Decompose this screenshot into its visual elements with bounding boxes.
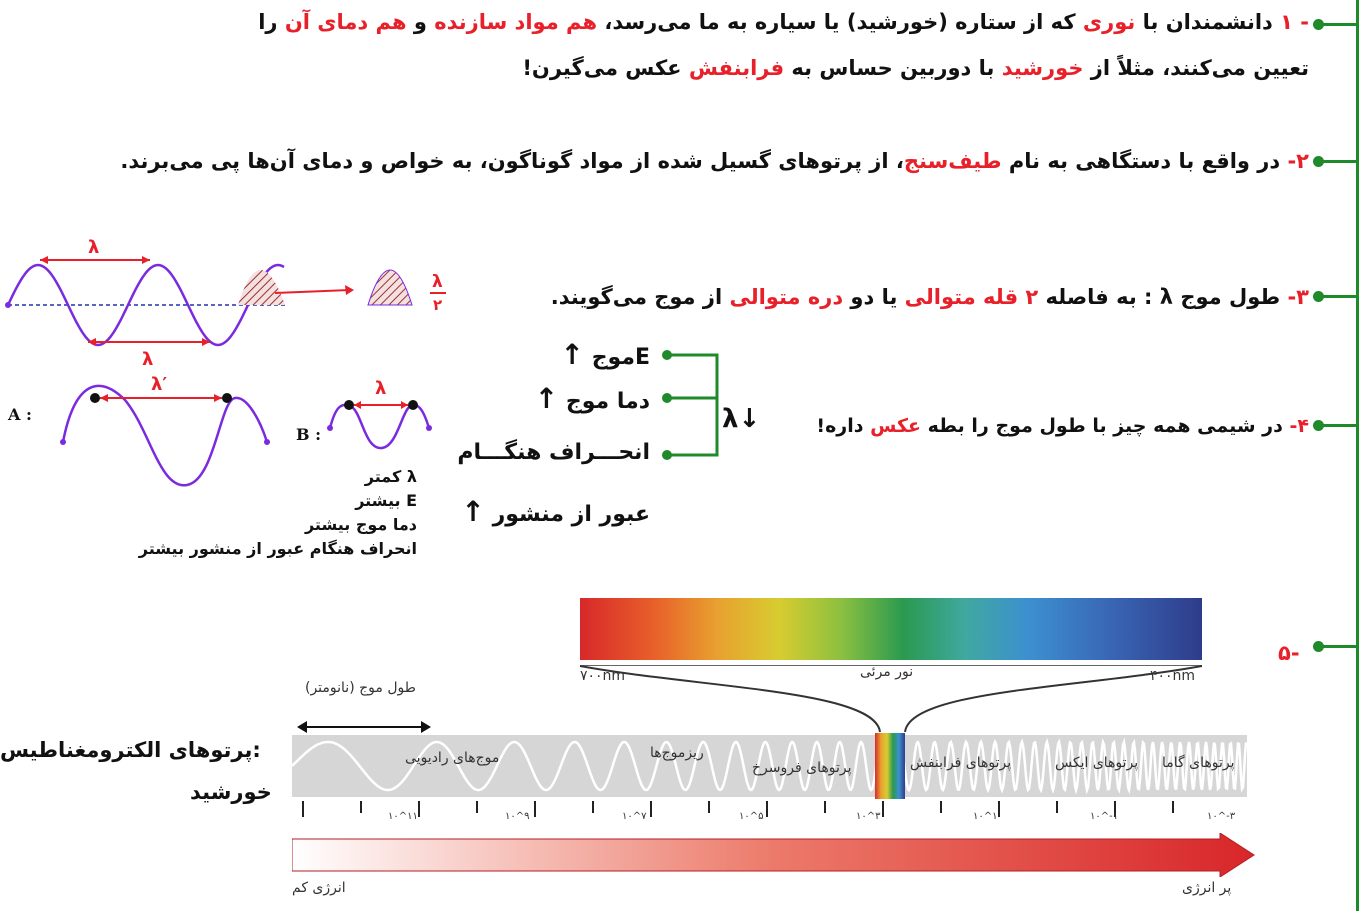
lambda-label-top: λ: [88, 237, 99, 258]
tick-label: ۱۰^۹: [505, 811, 530, 822]
wave-a-label: A :: [8, 405, 32, 424]
bullet-connector-5: [1318, 645, 1358, 648]
tick-label: ۱۰^۵: [739, 811, 764, 822]
energy-arrow: [292, 833, 1255, 877]
wavelength-double-arrow: [297, 721, 431, 733]
tick-mark: [824, 801, 826, 813]
band-radio: موج‌های رادیویی: [405, 750, 500, 766]
properties-bracket: [662, 350, 719, 460]
bullet-dot-4: [1313, 420, 1324, 431]
compare-deviation: انحراف هنگام عبور از منشور بیشتر: [138, 539, 417, 558]
tick-mark: [940, 801, 942, 813]
paragraph-2: ۲- در واقع با دستگاهی به نام طیف‌سنج، از…: [120, 149, 1309, 173]
em-visible-slice: [875, 733, 905, 799]
lambda-prime-label: λ′: [151, 374, 167, 395]
tick-mark: [534, 801, 536, 817]
tick-mark: [476, 801, 478, 813]
band-ultraviolet: پرتوهای فرابنفش: [910, 755, 1012, 771]
tick-label: ۱۰^-۱: [1090, 811, 1119, 822]
tick-mark: [1056, 801, 1058, 813]
tick-mark: [1114, 801, 1116, 817]
wave-b-diagram: λ: [327, 378, 432, 450]
half-lambda-top: λ: [432, 272, 443, 292]
tick-mark: [360, 801, 362, 813]
lambda-decrease: λ↓: [722, 404, 761, 434]
tick-mark: [650, 801, 652, 817]
sun-label: خورشید: [190, 780, 272, 804]
tick-mark: [418, 801, 420, 817]
compare-temperature: دما موج بیشتر: [304, 515, 417, 534]
tick-label: ۱۰^۱۱: [388, 811, 418, 822]
paragraph-1-line-2: تعیین می‌کنند، مثلاً از خورشید با دوربین…: [522, 56, 1309, 80]
tick-label: ۱۰^۳: [856, 811, 881, 822]
bullet-connector-1: [1318, 23, 1358, 26]
visible-scale-line: [580, 665, 1202, 666]
paragraph-3: ۳- طول موج λ : به فاصله ۲ قله متوالی یا …: [550, 285, 1309, 309]
spectrum-zoom-lines: [580, 665, 1202, 733]
compare-lambda: λ کمتر: [364, 467, 417, 486]
band-xray: پرتوهای ایکس: [1055, 755, 1139, 771]
paragraph-5-number: ۵-: [1278, 641, 1300, 665]
compare-energy: E بیشتر: [355, 491, 417, 510]
tick-mark: [998, 801, 1000, 817]
tick-label: ۱۰^-۳: [1207, 811, 1236, 822]
band-infrared: پرتوهای فروسرخ: [752, 760, 852, 776]
bullet-dot-5: [1313, 641, 1324, 652]
low-energy-label: انرژی کم: [292, 880, 346, 896]
comparison-list: λ کمتر E بیشتر دما موج بیشتر انحراف هنگا…: [139, 465, 417, 561]
visible-light-label: نور مرئی: [860, 664, 914, 680]
high-energy-label: پر انرژی: [1182, 880, 1232, 896]
paragraph-1-line-1: - ۱ دانشمندان با نوری که از ستاره (خورشی…: [258, 10, 1309, 34]
tick-mark: [592, 801, 594, 813]
band-microwave: ریزموج‌ها: [650, 745, 704, 761]
wavelength-ticks: ۱۰^۱۱ ۱۰^۹ ۱۰^۷ ۱۰^۵ ۱۰^۳ ۱۰^۱ ۱۰^-۱ ۱۰^-۳: [292, 797, 1247, 827]
paragraph-4: ۴- در شیمی همه چیز با طول موج را بطه عکس…: [816, 415, 1309, 437]
half-lambda-bottom: ۲: [433, 296, 442, 314]
bullet-connector-2: [1318, 160, 1358, 163]
margin-rule: [1356, 0, 1359, 911]
lambda-b-label: λ: [375, 378, 386, 399]
prop-energy: Eموج ↑: [560, 338, 650, 371]
visible-spectrum-bar: [580, 598, 1202, 660]
bullet-connector-4: [1318, 424, 1358, 427]
paragraph-1: - ۱ دانشمندان با نوری که از ستاره (خورشی…: [9, 3, 1309, 87]
prop-deviation-2: عبور از منشور ↑: [461, 495, 650, 528]
tick-mark: [766, 801, 768, 817]
bullet-dot-1: [1313, 19, 1324, 30]
lambda-label-bottom: λ: [142, 349, 153, 370]
wave-a-diagram: λ′: [60, 374, 270, 487]
tick-label: ۱۰^۷: [622, 811, 647, 822]
bullet-dot-3: [1313, 291, 1324, 302]
em-side-label: :پرتوهای الکترومغناطیس: [0, 738, 261, 762]
wave-b-label: B :: [296, 425, 321, 444]
tick-mark: [302, 801, 304, 817]
tick-mark: [1172, 801, 1174, 813]
wavelength-title: طول موج (نانومتر): [305, 680, 416, 696]
em-spectrum-wave: [292, 737, 1247, 795]
prop-temperature: دما موج ↑: [534, 382, 650, 415]
wavelength-diagram: λ λ λ ۲: [5, 237, 446, 370]
bullet-connector-3: [1318, 295, 1358, 298]
tick-mark: [708, 801, 710, 813]
band-gamma: پرتوهای گاما: [1162, 755, 1235, 771]
bullet-dot-2: [1313, 156, 1324, 167]
tick-label: ۱۰^۱: [973, 811, 998, 822]
tick-mark: [882, 801, 884, 817]
prop-deviation: انحـــراف هنگـــام: [457, 440, 650, 465]
